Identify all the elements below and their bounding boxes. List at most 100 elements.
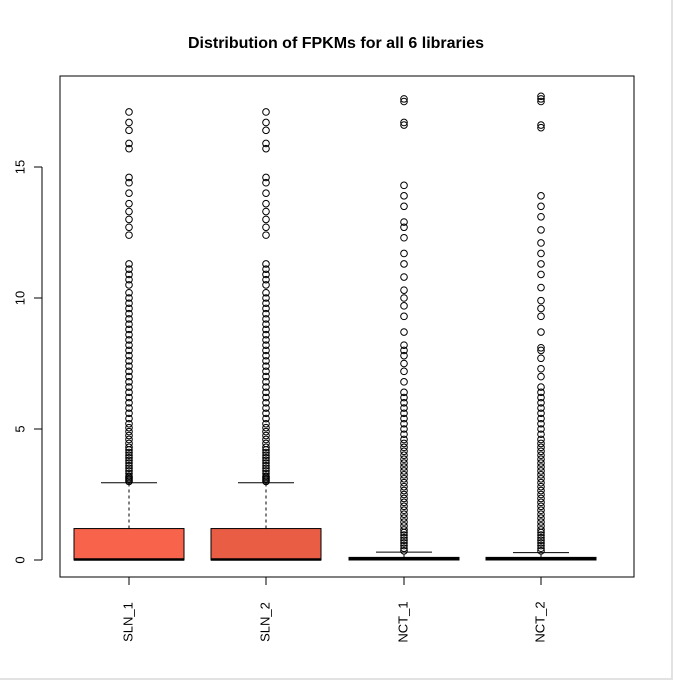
outlier-point: [125, 223, 133, 232]
outlier-point: [262, 294, 270, 302]
outlier-point: [400, 478, 408, 487]
outlier-point: [400, 518, 408, 526]
outlier-point: [400, 273, 408, 281]
outlier-point: [537, 121, 545, 129]
outlier-point: [125, 435, 133, 444]
outlier-point: [125, 472, 133, 480]
outlier-point: [400, 181, 408, 190]
outlier-point: [262, 178, 270, 187]
outlier-point: [537, 354, 545, 363]
outlier-point: [400, 439, 408, 448]
outlier-point: [262, 108, 270, 116]
outlier-point: [262, 207, 270, 216]
outlier-point: [262, 409, 270, 418]
outlier-point: [125, 399, 133, 407]
box-sln-1: [73, 108, 185, 561]
outlier-point: [262, 126, 270, 135]
outlier-point: [400, 547, 408, 555]
outlier-point: [125, 427, 133, 436]
box-nct-1: [348, 95, 460, 561]
outlier-point: [262, 459, 270, 467]
y-tick-label: 5: [12, 425, 27, 432]
outlier-point: [262, 357, 270, 365]
outlier-point: [537, 372, 545, 381]
outlier-point: [125, 294, 133, 302]
outlier-point: [537, 249, 545, 258]
outlier-point: [125, 448, 133, 457]
outlier-point: [262, 341, 270, 349]
outlier-point: [400, 544, 408, 553]
outlier-point: [262, 265, 270, 273]
outlier-point: [125, 419, 133, 428]
outlier-point: [537, 283, 545, 292]
outlier-point: [537, 430, 545, 439]
outlier-point: [125, 357, 133, 365]
outlier-point: [262, 351, 270, 360]
outlier-point: [262, 189, 270, 197]
outlier-point: [400, 346, 408, 355]
outlier-point: [400, 467, 408, 475]
outlier-point: [537, 474, 545, 483]
outlier-point: [537, 498, 545, 507]
outlier-point: [537, 463, 545, 471]
outlier-point: [125, 139, 133, 148]
outlier-point: [537, 399, 545, 407]
outlier-point: [262, 309, 270, 318]
outlier-point: [125, 393, 133, 402]
outlier-point: [125, 215, 133, 224]
outlier-point: [400, 455, 408, 463]
outlier-point: [262, 330, 270, 339]
outliers-nct-1: [400, 95, 408, 555]
outlier-point: [125, 288, 133, 297]
outlier-point: [400, 218, 408, 226]
outlier-point: [400, 451, 408, 460]
outlier-point: [262, 435, 270, 444]
outlier-point: [537, 226, 545, 234]
outlier-point: [400, 359, 408, 368]
outlier-point: [262, 315, 270, 323]
outlier-point: [262, 451, 270, 460]
outlier-point: [125, 299, 133, 308]
outlier-point: [125, 304, 133, 313]
y-tick-label: 10: [12, 291, 27, 305]
outlier-point: [400, 419, 408, 428]
outlier-point: [400, 302, 408, 310]
outlier-point: [125, 414, 133, 423]
outlier-point: [125, 341, 133, 349]
outlier-point: [400, 260, 408, 268]
outlier-point: [537, 490, 545, 499]
outlier-point: [537, 467, 545, 475]
outlier-point: [537, 192, 545, 200]
outlier-point: [262, 439, 270, 448]
outlier-point: [537, 346, 545, 355]
outlier-point: [537, 343, 545, 352]
outlier-point: [400, 533, 408, 542]
outlier-point: [537, 544, 545, 553]
outlier-point: [537, 92, 545, 101]
outlier-point: [262, 362, 270, 370]
outlier-point: [125, 173, 133, 182]
outlier-point: [262, 419, 270, 428]
outlier-point: [262, 469, 270, 478]
outlier-point: [125, 207, 133, 216]
outlier-point: [537, 312, 545, 321]
box-rect: [73, 528, 185, 561]
outlier-point: [537, 514, 545, 522]
outlier-point: [125, 315, 133, 323]
outlier-point: [400, 121, 408, 129]
outlier-point: [262, 367, 270, 376]
outlier-point: [537, 518, 545, 526]
outlier-point: [262, 383, 270, 391]
outlier-point: [537, 494, 545, 503]
outlier-point: [262, 456, 270, 465]
outlier-point: [400, 409, 408, 418]
outlier-point: [537, 202, 545, 211]
outlier-point: [537, 471, 545, 479]
chart-title: Distribution of FPKMs for all 6 librarie…: [188, 35, 484, 52]
outlier-point: [537, 364, 545, 373]
outliers-sln-1: [125, 108, 133, 486]
outlier-point: [262, 423, 270, 432]
outlier-point: [262, 304, 270, 313]
outlier-point: [537, 482, 545, 491]
outlier-point: [537, 212, 545, 221]
